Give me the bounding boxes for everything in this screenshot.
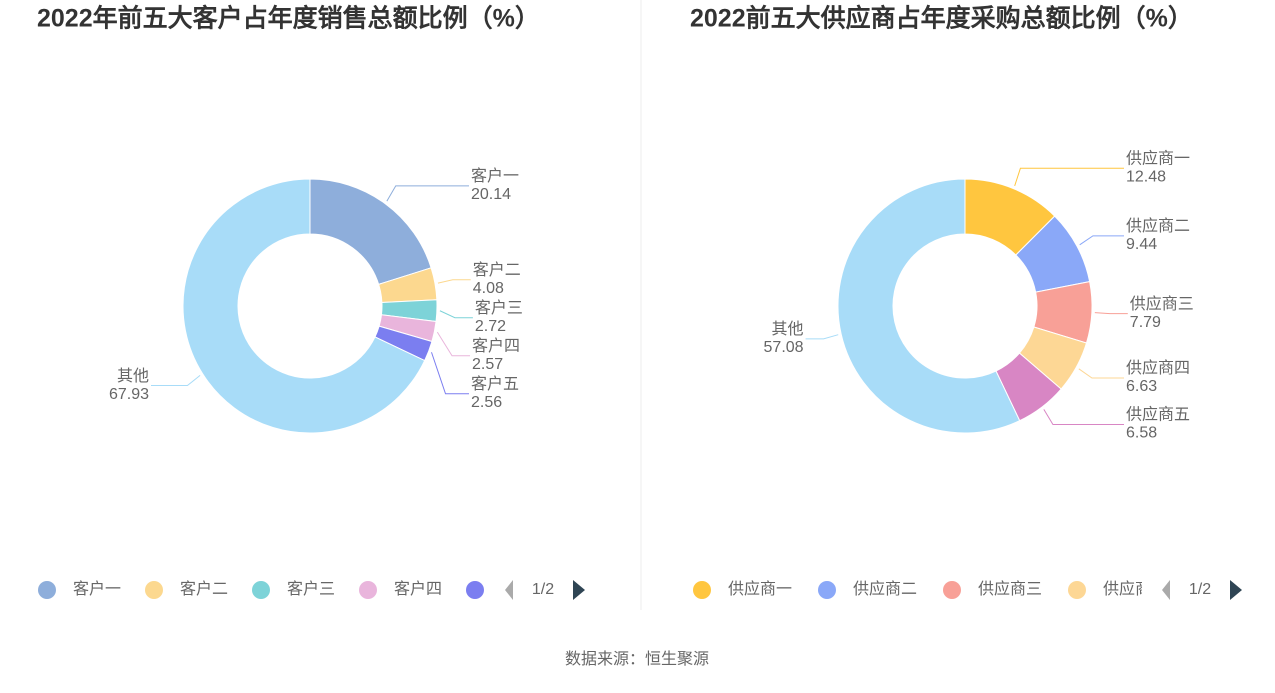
legend: 客户一 客户二 客户三 客户四 客户五 其他 [38,580,640,599]
leader-line [151,375,201,387]
data-label-value: 2.57 [472,356,503,373]
data-label-value: 57.08 [764,339,804,356]
legend-next[interactable] [573,580,585,600]
leader-line [805,334,839,340]
legend-label: 供应商三 [978,579,1042,598]
leader-line [431,352,469,395]
leader-line [439,310,473,319]
legend-icon [1068,581,1086,599]
legend-icon [943,581,961,599]
leader-line [1078,368,1124,379]
data-label-value: 2.56 [471,394,502,411]
legend-page: 1/2 [1189,581,1211,598]
data-label-value: 6.58 [1126,425,1157,442]
legend-label: 客户三 [287,580,335,598]
legend-icon [693,581,711,599]
data-label-name: 客户四 [472,337,520,355]
legend: 供应商一供应商二供应商三供应商四供应商五其他 [693,579,1167,599]
data-label-value: 7.79 [1130,314,1161,331]
data-label-name: 客户一 [471,167,519,185]
leader-line [1014,167,1124,187]
data-label-value: 4.08 [473,280,504,297]
legend-icon [359,581,377,599]
data-label-value: 2.72 [475,318,506,335]
leader-line [436,331,471,357]
slice [837,178,1021,434]
data-label-name: 供应商二 [1126,216,1190,235]
data-label-name: 供应商三 [1130,294,1194,313]
legend-prev[interactable] [505,580,513,600]
leader-line [1079,235,1124,246]
data-label-value: 9.44 [1126,236,1157,253]
leader-line [386,185,469,202]
slice [309,178,432,285]
legend-label: 供应商四 [1103,579,1167,598]
data-label-name: 客户五 [471,375,519,393]
data-label-value: 20.14 [471,186,511,203]
data-label-name: 客户三 [475,299,523,317]
data-label-name: 客户二 [473,261,521,279]
legend-icon [38,581,56,599]
legend-icon [252,581,270,599]
legend-label: 供应商一 [728,579,792,598]
leader-line [437,279,471,284]
chart-title: 2022年前五大客户占年度销售总额比例（%） [37,4,540,33]
legend-label: 客户一 [73,580,121,598]
data-label-name: 供应商一 [1126,149,1190,168]
data-label-value: 12.48 [1126,169,1166,186]
data-label-name: 其他 [117,367,149,385]
legend-label: 其他 [608,580,640,598]
legend-page: 1/2 [532,581,554,598]
legend-next[interactable] [1230,580,1242,600]
legend-label: 供应商二 [853,579,917,598]
chart-title: 2022前五大供应商占年度采购总额比例（%） [690,4,1193,33]
legend-label: 客户四 [394,580,442,598]
legend-icon [818,581,836,599]
data-label-name: 供应商五 [1126,405,1190,424]
legend-icon [145,581,163,599]
slice [182,178,426,434]
legend-label: 客户二 [180,580,228,598]
leader-line [1043,409,1124,425]
leader-line [1094,312,1128,315]
source: 数据来源：恒生聚源 [565,650,709,668]
legend-icon [466,581,484,599]
legend-prev[interactable] [1162,580,1170,600]
data-label-name: 供应商四 [1126,358,1190,377]
data-label-name: 其他 [772,320,804,338]
data-label-value: 67.93 [109,386,149,403]
data-label-value: 6.63 [1126,378,1157,395]
